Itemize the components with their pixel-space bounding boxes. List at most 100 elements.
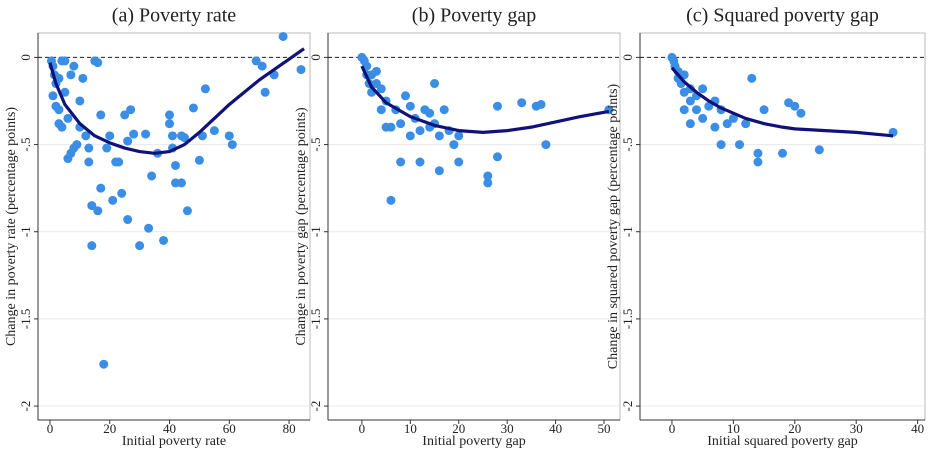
data-point [227, 140, 237, 150]
data-point [753, 157, 763, 167]
data-point [536, 99, 546, 109]
data-point [430, 79, 440, 89]
data-point [123, 136, 133, 146]
plot-frame [639, 32, 926, 421]
data-point [60, 87, 70, 97]
data-point [716, 140, 726, 150]
x-tick-label: 10 [727, 421, 740, 436]
data-point [405, 131, 415, 141]
data-point [84, 157, 94, 167]
data-point [57, 122, 67, 132]
data-point [63, 113, 73, 123]
data-point [741, 119, 751, 129]
data-point [182, 206, 192, 216]
data-point [405, 101, 415, 111]
data-point [728, 113, 738, 123]
y-tick-label: -1 [620, 226, 635, 237]
data-point [386, 122, 396, 132]
data-point [296, 65, 306, 75]
chart-title: (c) Squared poverty gap [686, 5, 879, 27]
x-tick-label: 0 [359, 421, 366, 436]
data-point [778, 148, 787, 158]
data-point [747, 73, 757, 83]
y-axis-title: Change in poverty rate (percentage point… [4, 107, 19, 346]
data-point [396, 157, 406, 167]
x-tick-label: 20 [103, 421, 116, 436]
data-point [454, 157, 464, 167]
plot-frame [327, 32, 621, 421]
data-point [685, 119, 695, 129]
data-point [87, 241, 97, 251]
data-point [168, 131, 178, 141]
data-point [517, 98, 527, 108]
data-point [257, 61, 267, 71]
data-point [439, 105, 449, 115]
data-point [371, 66, 381, 76]
y-tick-label: -1.5 [620, 309, 635, 330]
data-point [102, 143, 112, 153]
data-point [87, 201, 97, 211]
data-point [449, 140, 459, 150]
data-point [188, 103, 198, 113]
data-point [165, 119, 175, 129]
y-tick-label: -.5 [308, 138, 323, 152]
data-point [117, 188, 127, 198]
data-point [483, 171, 493, 181]
data-point [759, 105, 769, 115]
data-point [541, 140, 551, 150]
x-tick-label: 20 [452, 421, 465, 436]
data-point [278, 31, 288, 41]
y-tick-label: -.5 [620, 138, 635, 152]
data-point [735, 140, 745, 150]
data-point [54, 105, 64, 115]
data-point [159, 235, 169, 245]
data-point [679, 105, 689, 115]
y-axis-title: Change in squared poverty gap (percentag… [606, 83, 621, 369]
data-point [147, 171, 157, 181]
x-tick-label: 80 [283, 421, 296, 436]
y-tick-label: 0 [18, 54, 33, 61]
y-tick-label: 0 [620, 54, 635, 61]
data-point [492, 152, 502, 162]
data-point [454, 131, 464, 141]
data-point [698, 113, 708, 123]
data-point [710, 122, 720, 132]
data-point [425, 108, 435, 118]
data-point [99, 359, 109, 369]
data-point [386, 195, 396, 205]
data-point [376, 105, 386, 115]
y-tick-label: -2 [308, 401, 323, 412]
x-axis-title: Initial poverty gap [422, 434, 525, 449]
data-point [165, 110, 175, 120]
data-point [144, 223, 154, 233]
y-tick-label: -1.5 [18, 309, 33, 330]
x-tick-label: 20 [788, 421, 801, 436]
data-point [72, 140, 82, 150]
data-point [179, 133, 189, 143]
data-point [170, 160, 180, 170]
x-tick-label: 40 [549, 421, 562, 436]
data-point [434, 131, 444, 141]
plot-frame [37, 32, 311, 421]
data-point [790, 101, 800, 111]
fit-line [670, 66, 894, 138]
data-point [415, 157, 425, 167]
data-point [69, 61, 79, 71]
data-point [415, 126, 425, 136]
y-tick-label: -1 [308, 226, 323, 237]
y-tick-label: -1.5 [308, 309, 323, 330]
data-point [796, 108, 806, 118]
y-tick-label: -2 [18, 401, 33, 412]
x-tick-label: 10 [404, 421, 417, 436]
data-point [135, 241, 145, 251]
data-point [492, 101, 502, 111]
data-point [753, 148, 763, 158]
data-point [66, 70, 76, 80]
y-axis-title: Change in poverty gap (percentage points… [294, 107, 309, 346]
fit-line [48, 47, 305, 155]
data-point [84, 143, 94, 153]
data-point [176, 178, 186, 188]
data-point [63, 154, 73, 164]
data-point [126, 105, 136, 115]
